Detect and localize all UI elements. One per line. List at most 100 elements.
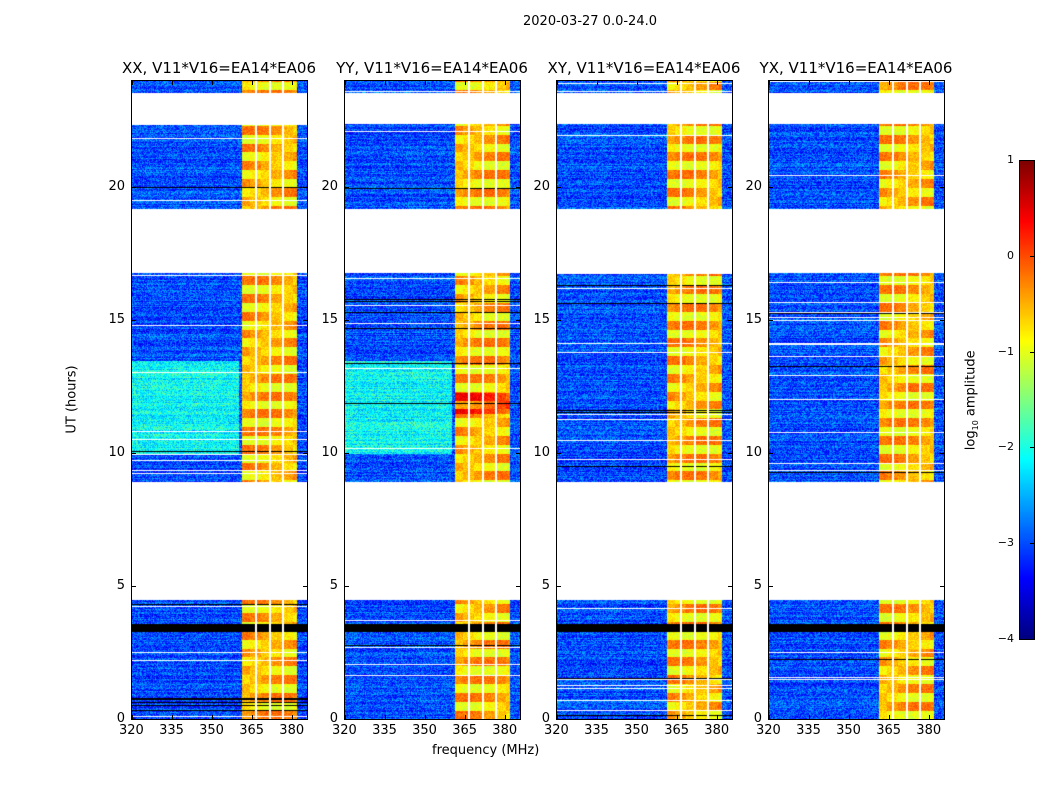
heatmap-image — [132, 81, 307, 719]
x-tick — [889, 715, 891, 719]
y-tick — [728, 187, 732, 189]
colorbar-tick-label: 0 — [1007, 248, 1014, 262]
heatmap-panel — [131, 80, 308, 720]
x-tick — [889, 81, 891, 85]
colorbar-tick-label: −3 — [997, 536, 1014, 550]
x-tick — [385, 715, 387, 719]
colorbar-label: log10 amplitude — [964, 350, 981, 450]
y-tick-label: 0 — [329, 711, 338, 726]
y-tick-label: 5 — [541, 578, 550, 594]
heatmap-image — [769, 81, 944, 719]
x-tick — [212, 81, 214, 85]
y-tick — [728, 320, 732, 322]
y-tick — [345, 320, 349, 322]
y-tick — [132, 719, 136, 720]
x-tick — [345, 715, 346, 719]
y-tick-label: 0 — [116, 711, 125, 726]
x-tick — [385, 81, 387, 85]
x-tick-label: 350 — [199, 723, 224, 738]
heatmap-panel — [768, 80, 945, 720]
x-tick-label: 320 — [544, 723, 569, 738]
x-tick — [809, 715, 811, 719]
colorbar-label-prefix: log — [963, 430, 979, 451]
y-tick — [345, 719, 349, 720]
x-tick — [637, 715, 639, 719]
y-tick — [132, 320, 136, 322]
y-tick-label: 10 — [321, 445, 338, 461]
x-tick — [345, 81, 346, 85]
y-tick — [769, 453, 773, 455]
x-tick — [557, 715, 558, 719]
y-tick — [557, 320, 561, 322]
x-tick — [172, 81, 174, 85]
y-tick — [132, 453, 136, 455]
y-tick — [940, 320, 944, 322]
y-tick — [303, 719, 307, 720]
y-tick — [345, 453, 349, 455]
x-tick — [132, 715, 133, 719]
x-tick-label: 365 — [876, 723, 902, 738]
y-tick-label: 20 — [533, 179, 550, 195]
y-tick — [769, 586, 773, 588]
colorbar-label-sub: 10 — [971, 420, 981, 431]
x-tick-label: 320 — [119, 723, 144, 738]
x-tick-label: 350 — [412, 723, 437, 738]
y-tick — [132, 187, 136, 189]
x-tick — [929, 715, 931, 719]
y-tick-label: 15 — [533, 312, 550, 328]
y-tick-label: 20 — [745, 179, 762, 195]
x-tick-label: 365 — [452, 723, 478, 738]
x-tick — [717, 81, 719, 85]
y-tick-label: 15 — [108, 312, 125, 328]
y-tick — [516, 586, 520, 588]
x-tick-label: 365 — [664, 723, 690, 738]
y-tick — [345, 586, 349, 588]
colorbar-tick — [1030, 543, 1034, 545]
heatmap-image — [345, 81, 520, 719]
x-tick-label: 335 — [159, 723, 184, 738]
x-tick — [809, 81, 811, 85]
y-tick-label: 20 — [321, 179, 338, 195]
x-tick — [425, 81, 427, 85]
y-tick — [940, 453, 944, 455]
x-tick — [292, 715, 294, 719]
y-tick-label: 5 — [753, 578, 762, 594]
x-tick — [557, 81, 558, 85]
y-tick — [132, 586, 136, 588]
x-tick-label: 365 — [239, 723, 265, 738]
colorbar-tick — [1030, 639, 1034, 640]
x-tick — [769, 81, 770, 85]
x-tick-label: 350 — [836, 723, 861, 738]
y-tick — [557, 453, 561, 455]
y-tick — [728, 719, 732, 720]
x-tick-label: 320 — [332, 723, 357, 738]
x-tick — [132, 81, 133, 85]
y-tick — [769, 320, 773, 322]
x-tick — [425, 715, 427, 719]
y-tick-label: 10 — [745, 445, 762, 461]
x-tick — [677, 81, 679, 85]
x-tick — [769, 715, 770, 719]
colorbar-tick — [1030, 447, 1034, 449]
x-tick-label: 335 — [796, 723, 821, 738]
x-tick-label: 380 — [916, 723, 942, 738]
y-tick — [303, 586, 307, 588]
y-tick — [345, 187, 349, 189]
figure-title: 2020-03-27 0.0-24.0 — [523, 14, 657, 29]
heatmap-image — [557, 81, 732, 719]
x-tick-label: 380 — [279, 723, 305, 738]
colorbar-tick-label: −4 — [997, 632, 1014, 645]
y-tick — [557, 719, 561, 720]
x-tick-label: 335 — [584, 723, 609, 738]
x-tick-label: 335 — [372, 723, 397, 738]
x-tick-label: 380 — [492, 723, 518, 738]
panel-title: YX, V11*V16=EA14*EA06 — [759, 59, 953, 77]
y-tick-label: 10 — [533, 445, 550, 461]
heatmap-panel — [556, 80, 733, 720]
x-tick — [717, 715, 719, 719]
x-tick — [252, 715, 254, 719]
y-tick — [940, 586, 944, 588]
x-axis-label: frequency (MHz) — [432, 743, 540, 758]
y-tick — [516, 320, 520, 322]
